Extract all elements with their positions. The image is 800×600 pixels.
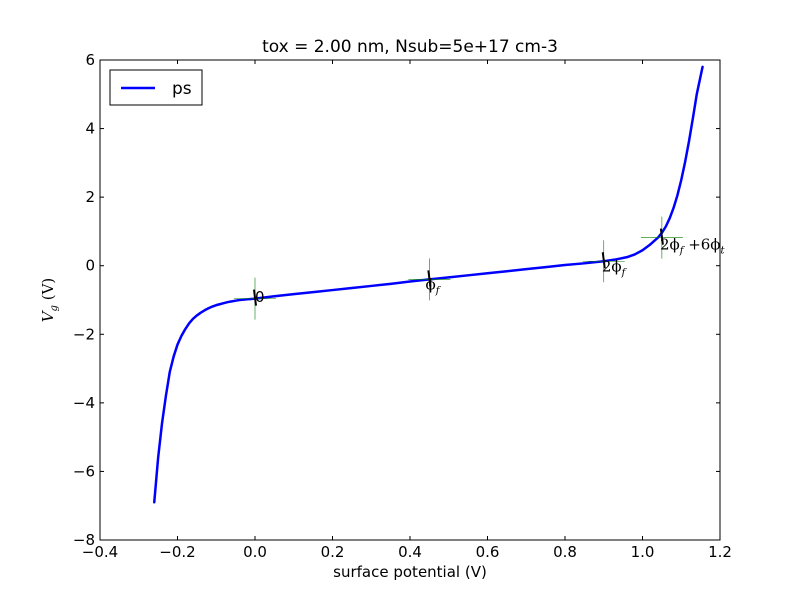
legend: ps (109, 69, 203, 106)
x-tick-label: 1.2 (708, 543, 732, 561)
x-tick-label: 0.6 (476, 543, 500, 561)
y-tick-label: 0 (85, 257, 95, 275)
chart-title: tox = 2.00 nm, Nsub=5e+17 cm-3 (262, 37, 558, 57)
y-tick-label: 4 (85, 120, 95, 138)
y-axis-label-main: V (39, 309, 57, 322)
marker-zero-label: 0 (255, 288, 265, 306)
y-tick-label: 2 (85, 188, 95, 206)
y-tick-label: −4 (73, 394, 95, 412)
y-tick-label: −2 (73, 325, 95, 343)
x-axis-label: surface potential (V) (333, 563, 487, 581)
marker-zero-tick (253, 289, 257, 306)
marker-two-phi-f: 2ϕf (582, 240, 628, 283)
y-axis-ticks: −8 −6 −4 −2 0 2 4 6 (73, 51, 720, 549)
y-tick-label: −6 (73, 462, 95, 480)
y-axis-label-sub: g (49, 305, 60, 311)
x-tick-label: −0.4 (82, 543, 118, 561)
marker-two-phi-f-plus-six-phi-t-label-main: 2ϕ (660, 236, 680, 254)
y-tick-label: −8 (73, 531, 95, 549)
y-axis-label: Vg (V) (39, 278, 60, 323)
y-axis-label-rest: (V) (39, 278, 57, 305)
x-tick-label: 0.4 (398, 543, 422, 561)
marker-phi-f: ϕf (408, 258, 451, 301)
x-axis-ticks: −0.4 −0.2 0.0 0.2 0.4 0.6 0.8 1.0 1.2 (82, 60, 732, 561)
x-tick-label: 0.2 (321, 543, 345, 561)
plot-area (100, 60, 720, 540)
marker-two-phi-f-plus-six-phi-t-tick (659, 228, 664, 245)
marker-two-phi-f-plus-six-phi-t-label-sub2: t (721, 246, 726, 257)
marker-two-phi-f-label: 2ϕf (602, 258, 628, 279)
x-tick-label: −0.2 (159, 543, 195, 561)
marker-two-phi-f-plus-six-phi-t-label-sub: f (679, 246, 686, 257)
marker-phi-f-tick (427, 270, 432, 287)
marker-phi-f-label: ϕf (426, 276, 442, 297)
marker-phi-f-label-main: ϕ (426, 276, 436, 294)
marker-two-phi-f-plus-six-phi-t: 2ϕf +6ϕt (640, 216, 726, 259)
marker-two-phi-f-tick (601, 252, 606, 269)
marker-two-phi-f-label-main: 2ϕ (602, 258, 622, 276)
y-tick-label: 6 (85, 51, 95, 69)
marker-two-phi-f-plus-six-phi-t-label-mid: +6ϕ (683, 236, 720, 254)
x-tick-label: 0.8 (553, 543, 577, 561)
marker-two-phi-f-plus-six-phi-t-label: 2ϕf +6ϕt (660, 236, 726, 257)
marker-zero: 0 (234, 277, 276, 320)
x-tick-label: 0.0 (243, 543, 267, 561)
legend-label: ps (172, 79, 192, 99)
marker-two-phi-f-label-sub: f (621, 268, 628, 279)
marker-phi-f-label-sub: f (435, 286, 442, 297)
x-tick-label: 1.0 (631, 543, 655, 561)
